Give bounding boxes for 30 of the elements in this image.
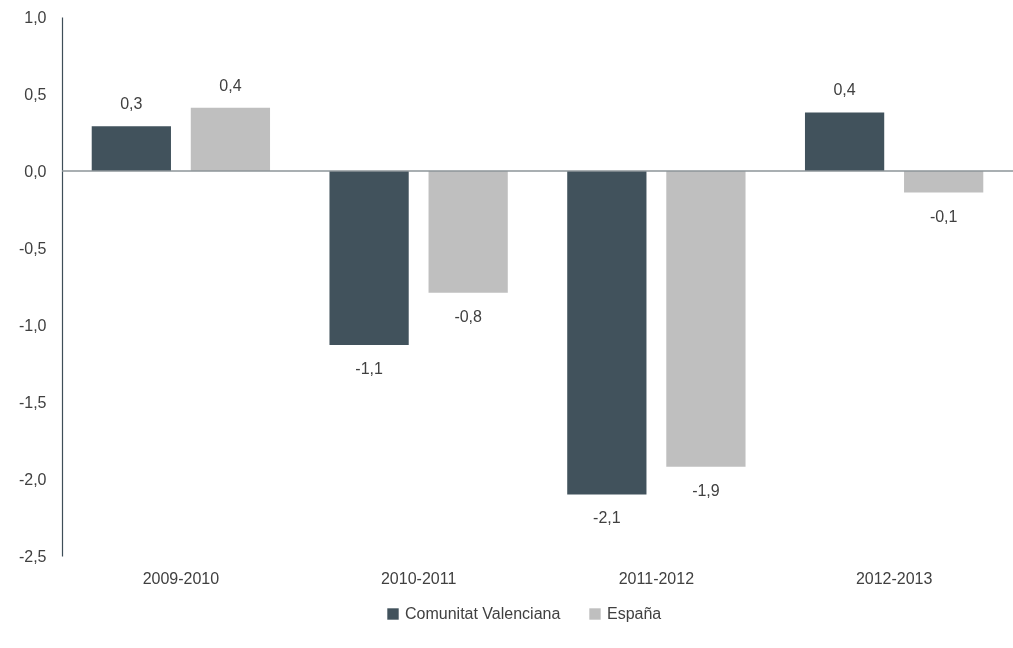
- bar: [904, 171, 984, 193]
- data-label: 0,4: [219, 76, 242, 94]
- bar: [428, 171, 508, 293]
- x-tick-label: 2011-2012: [618, 569, 695, 587]
- y-tick-label: -2,0: [18, 470, 47, 488]
- data-label: 0,4: [833, 81, 856, 99]
- y-tick-label: -1,0: [18, 316, 47, 334]
- legend-label: Comunitat Valenciana: [405, 605, 561, 622]
- y-tick-label: 0,0: [24, 162, 47, 180]
- y-tick-label: 1,0: [24, 8, 47, 26]
- data-label: -1,1: [355, 360, 383, 378]
- legend-label: España: [607, 605, 662, 622]
- x-tick-label: 2010-2011: [380, 569, 457, 587]
- bar: [190, 107, 271, 171]
- data-label: -0,8: [454, 307, 483, 325]
- bar: [567, 171, 647, 495]
- bar: [666, 171, 746, 467]
- y-tick-label: -1,5: [18, 393, 47, 411]
- data-label: -2,1: [593, 509, 621, 527]
- bar: [329, 171, 409, 346]
- bar: [91, 126, 171, 171]
- y-tick-label: 0,5: [24, 85, 47, 103]
- y-tick-label: -2,5: [18, 547, 47, 565]
- data-label: -1,9: [692, 481, 720, 499]
- x-tick-label: 2009-2010: [142, 569, 220, 587]
- x-tick-label: 2012-2013: [855, 569, 933, 587]
- data-label: 0,3: [120, 95, 143, 113]
- y-tick-label: -0,5: [18, 239, 47, 257]
- bar: [804, 112, 885, 171]
- data-label: -0,1: [929, 207, 958, 225]
